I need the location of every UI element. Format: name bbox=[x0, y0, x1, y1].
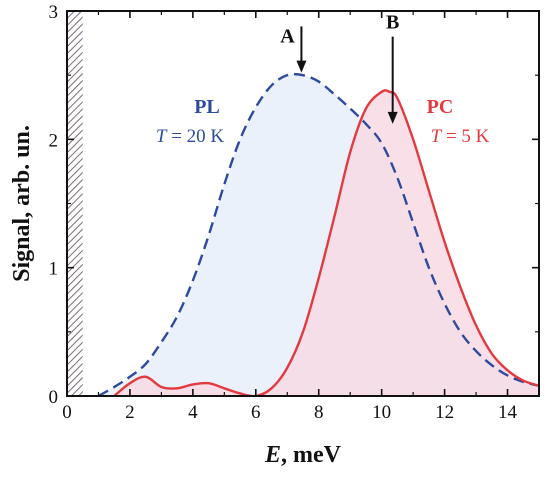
x-tick-label: 4 bbox=[188, 402, 198, 423]
series-pc-fill bbox=[114, 90, 539, 396]
pc-annotation: PC T = 5 K bbox=[427, 96, 490, 147]
y-tick-label: 0 bbox=[49, 387, 59, 408]
series-pc-line bbox=[113, 89, 539, 396]
pl-label: PL bbox=[194, 96, 220, 118]
x-tick-label: 8 bbox=[314, 402, 324, 423]
x-tick-label: 6 bbox=[251, 402, 261, 423]
marker-b-label: B bbox=[386, 12, 399, 34]
x-axis-title: E, meV bbox=[264, 442, 342, 468]
x-tick-label: 12 bbox=[435, 402, 454, 423]
y-tick-label: 2 bbox=[49, 130, 59, 151]
x-tick-label: 2 bbox=[125, 402, 135, 423]
series-pl-line bbox=[97, 72, 539, 396]
y-tick-label: 1 bbox=[49, 259, 59, 280]
x-tick-label: 0 bbox=[62, 402, 72, 423]
hatched-region bbox=[67, 11, 83, 396]
pl-condition: T = 20 K bbox=[156, 126, 225, 147]
pl-annotation: PL T = 20 K bbox=[156, 96, 225, 147]
marker-a-arrowhead bbox=[296, 60, 307, 73]
y-tick-label: 3 bbox=[49, 2, 59, 23]
pc-label: PC bbox=[427, 96, 454, 118]
x-tick-label: 10 bbox=[372, 402, 391, 423]
pc-condition: T = 5 K bbox=[431, 126, 490, 147]
x-tick-label: 14 bbox=[498, 402, 518, 423]
y-axis-title: Signal, arb. un. bbox=[9, 125, 35, 282]
marker-b-arrowhead bbox=[387, 111, 398, 124]
marker-a-label: A bbox=[280, 25, 295, 47]
